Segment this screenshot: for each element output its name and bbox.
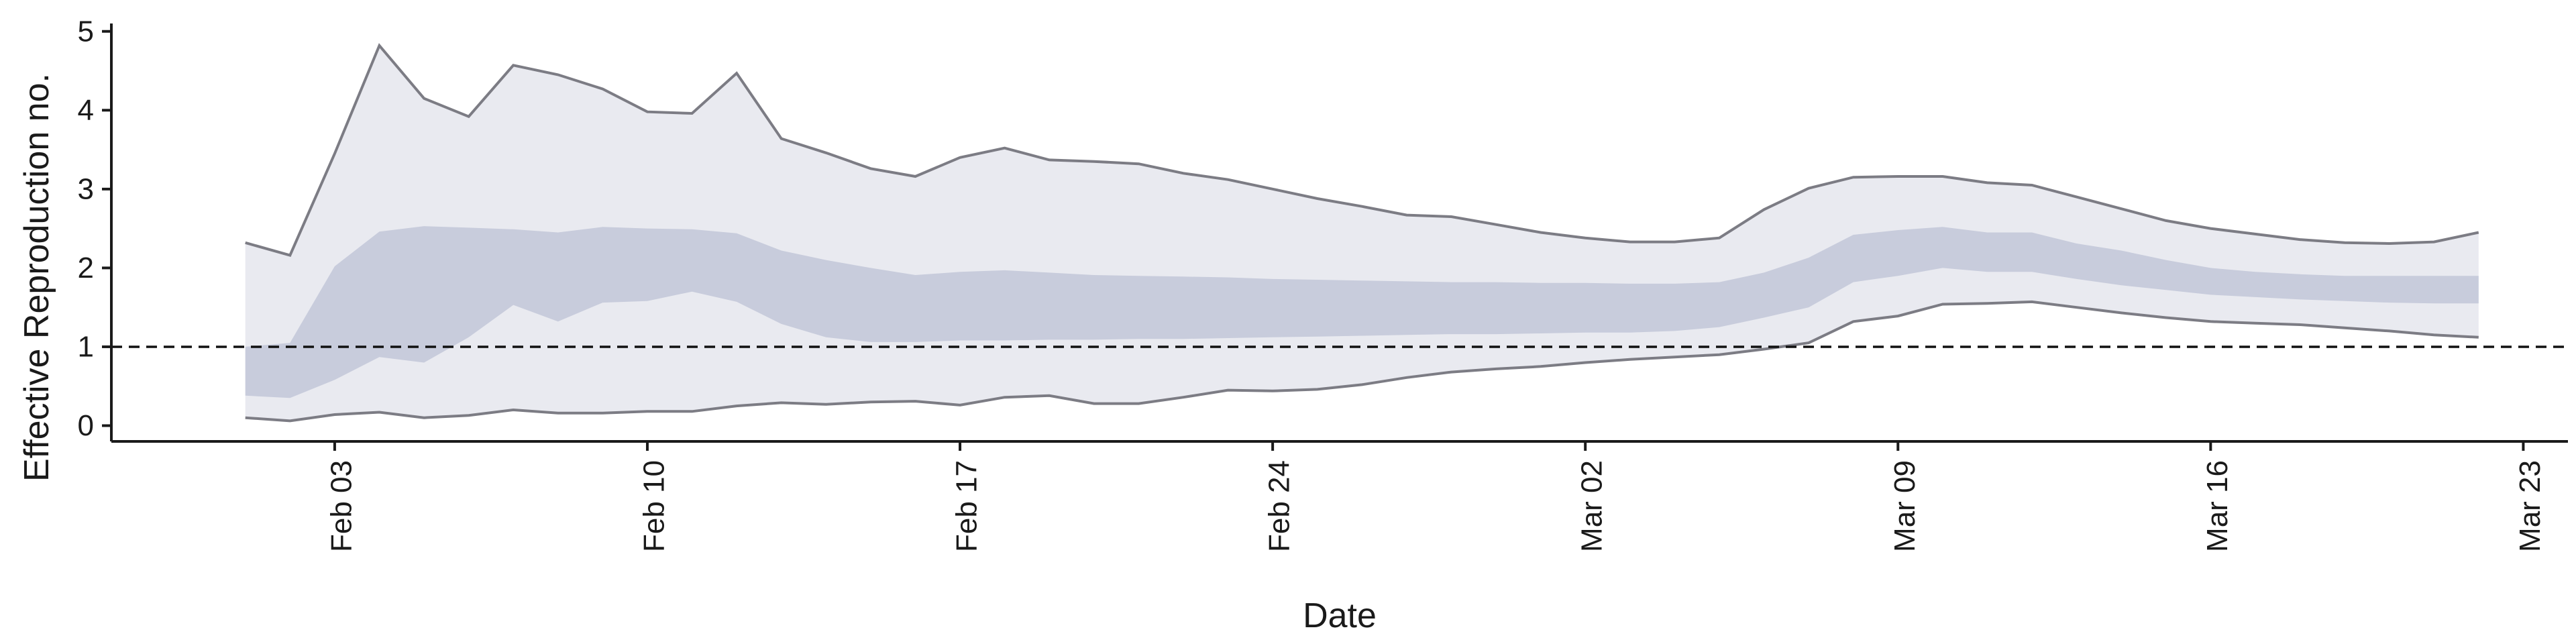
inner-interval-area	[245, 226, 2479, 398]
y-tick-label: 0	[78, 409, 94, 442]
x-tick-label: Feb 17	[951, 460, 983, 552]
x-axis-title: Date	[1303, 596, 1377, 635]
x-tick-label: Feb 03	[325, 460, 358, 552]
upper-bound-line	[245, 43, 2479, 257]
x-tick-label: Mar 16	[2201, 460, 2234, 552]
y-axis-ticks: 0 1 2 3 4 5	[78, 15, 111, 442]
x-tick-label: Mar 02	[1576, 460, 1609, 552]
lower-bound-line	[245, 300, 2479, 423]
y-tick-label: 1	[78, 330, 94, 363]
inner-credible-band	[245, 226, 2479, 398]
x-tick-label: Mar 09	[1888, 460, 1921, 552]
x-tick-label: Feb 10	[638, 460, 671, 552]
y-tick-label: 4	[78, 94, 94, 127]
y-tick-label: 2	[78, 252, 94, 284]
x-tick-label: Mar 23	[2514, 460, 2546, 552]
y-axis-title: Effective Reproduction no.	[17, 73, 56, 482]
x-axis-ticks: Feb 03 Feb 10 Feb 17 Feb 24 Mar 02 Mar 09 Mar …	[325, 441, 2546, 552]
y-tick-label: 3	[78, 172, 94, 205]
y-tick-label: 5	[78, 15, 94, 48]
x-tick-label: Feb 24	[1263, 460, 1296, 552]
